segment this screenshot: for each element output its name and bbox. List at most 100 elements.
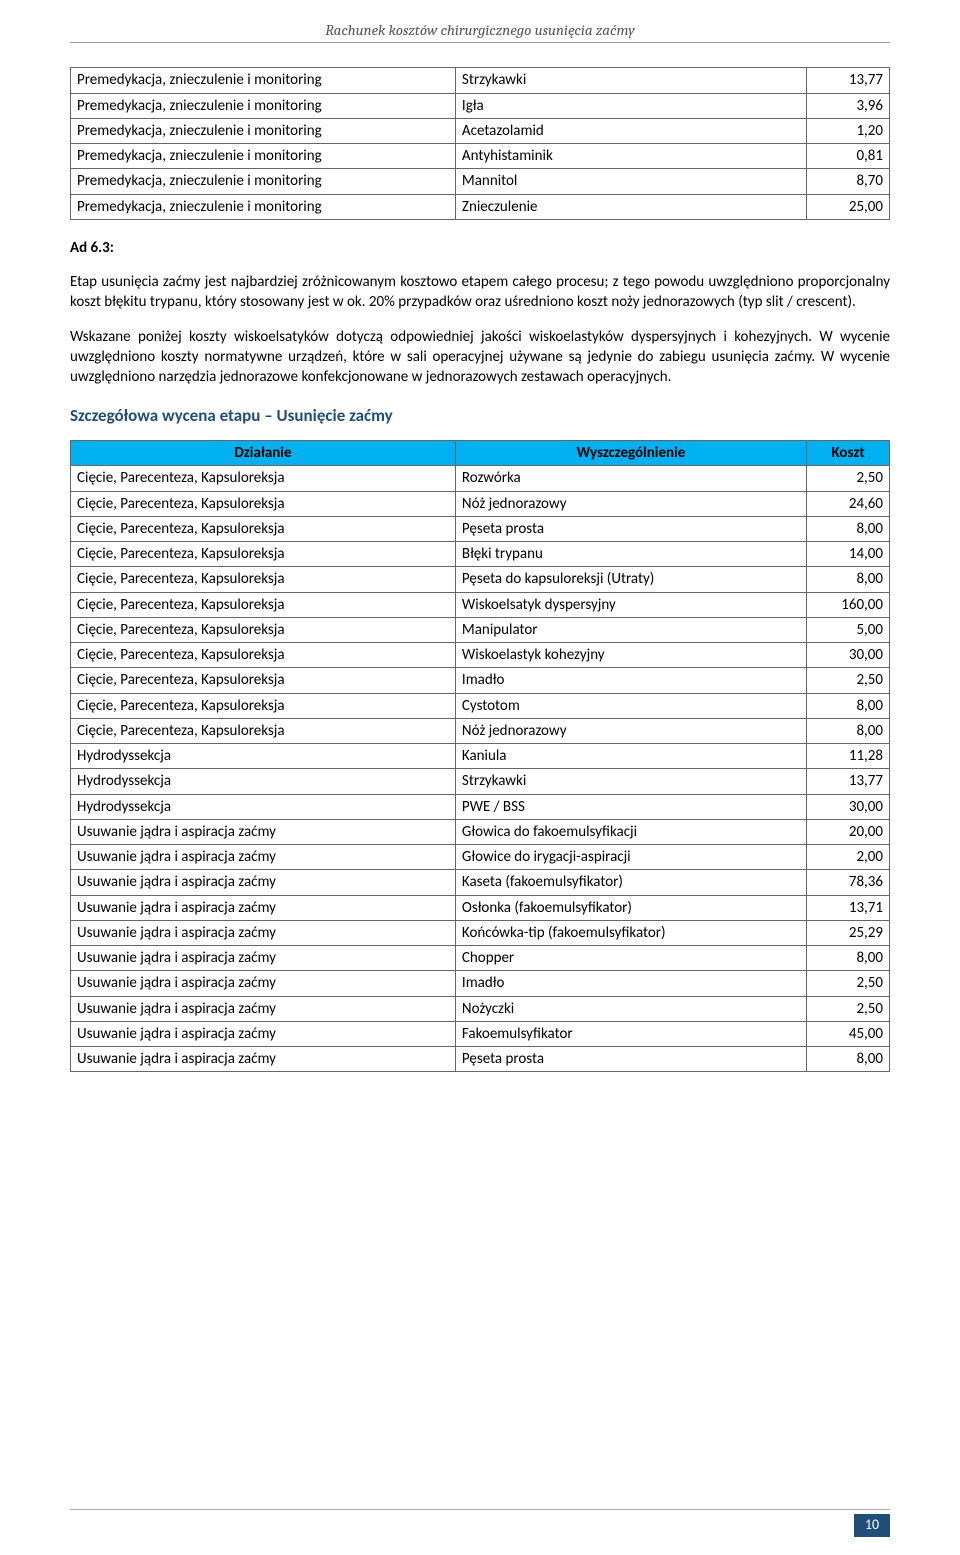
table-row: Usuwanie jądra i aspiracja zaćmyKaseta (… bbox=[71, 870, 890, 895]
table-row: HydrodyssekcjaStrzykawki13,77 bbox=[71, 769, 890, 794]
table-cell: 30,00 bbox=[807, 643, 890, 668]
table-cell: 2,50 bbox=[807, 971, 890, 996]
table-cell: 13,77 bbox=[807, 769, 890, 794]
table-row: Cięcie, Parecenteza, KapsuloreksjaCystot… bbox=[71, 693, 890, 718]
table-cell: Cięcie, Parecenteza, Kapsuloreksja bbox=[71, 693, 456, 718]
table-cell: Antyhistaminik bbox=[455, 144, 806, 169]
table-row: HydrodyssekcjaKaniula11,28 bbox=[71, 744, 890, 769]
table-row: Cięcie, Parecenteza, KapsuloreksjaImadło… bbox=[71, 668, 890, 693]
table-cell: Osłonka (fakoemulsyfikator) bbox=[455, 895, 806, 920]
table-cell: 2,50 bbox=[807, 996, 890, 1021]
table-row: Cięcie, Parecenteza, KapsuloreksjaPęseta… bbox=[71, 567, 890, 592]
table-cell: Rozwórka bbox=[455, 466, 806, 491]
table-row: Cięcie, Parecenteza, KapsuloreksjaManipu… bbox=[71, 617, 890, 642]
table-row: Cięcie, Parecenteza, KapsuloreksjaWiskoe… bbox=[71, 592, 890, 617]
table-cell: 8,00 bbox=[807, 946, 890, 971]
table-cell: 8,70 bbox=[807, 169, 890, 194]
table-row: Usuwanie jądra i aspiracja zaćmyImadło2,… bbox=[71, 971, 890, 996]
table-cell: Usuwanie jądra i aspiracja zaćmy bbox=[71, 1047, 456, 1072]
table-row: Cięcie, Parecenteza, KapsuloreksjaNóż je… bbox=[71, 491, 890, 516]
table-cell: Kaseta (fakoemulsyfikator) bbox=[455, 870, 806, 895]
table-row: Cięcie, Parecenteza, KapsuloreksjaNóż je… bbox=[71, 718, 890, 743]
table-cell: 2,50 bbox=[807, 668, 890, 693]
table-cell: Strzykawki bbox=[455, 769, 806, 794]
table-cell: Usuwanie jądra i aspiracja zaćmy bbox=[71, 920, 456, 945]
table-cell: Premedykacja, znieczulenie i monitoring bbox=[71, 169, 456, 194]
table-row: Premedykacja, znieczulenie i monitoringM… bbox=[71, 169, 890, 194]
table-row: HydrodyssekcjaPWE / BSS30,00 bbox=[71, 794, 890, 819]
table-row: Usuwanie jądra i aspiracja zaćmyOsłonka … bbox=[71, 895, 890, 920]
table-cell: Chopper bbox=[455, 946, 806, 971]
table-cell: Nóż jednorazowy bbox=[455, 718, 806, 743]
table-row: Cięcie, Parecenteza, KapsuloreksjaPęseta… bbox=[71, 516, 890, 541]
table-cell: Acetazolamid bbox=[455, 118, 806, 143]
table-row: Premedykacja, znieczulenie i monitoringA… bbox=[71, 118, 890, 143]
table-cell: Usuwanie jądra i aspiracja zaćmy bbox=[71, 895, 456, 920]
table-row: Usuwanie jądra i aspiracja zaćmyKońcówka… bbox=[71, 920, 890, 945]
table-cell: Mannitol bbox=[455, 169, 806, 194]
table-cell: 78,36 bbox=[807, 870, 890, 895]
table-cell: Igła bbox=[455, 93, 806, 118]
table-cell: 0,81 bbox=[807, 144, 890, 169]
table-cell: 25,29 bbox=[807, 920, 890, 945]
table-cell: 8,00 bbox=[807, 567, 890, 592]
table-cell: 160,00 bbox=[807, 592, 890, 617]
table-cell: 20,00 bbox=[807, 819, 890, 844]
table-row: Cięcie, Parecenteza, KapsuloreksjaRozwór… bbox=[71, 466, 890, 491]
table-cell: Końcówka-tip (fakoemulsyfikator) bbox=[455, 920, 806, 945]
table-cell: 2,00 bbox=[807, 845, 890, 870]
table-cell: 3,96 bbox=[807, 93, 890, 118]
table-cell: Cięcie, Parecenteza, Kapsuloreksja bbox=[71, 466, 456, 491]
table-row: Premedykacja, znieczulenie i monitoringS… bbox=[71, 68, 890, 93]
table-cell: 8,00 bbox=[807, 516, 890, 541]
table-cell: 24,60 bbox=[807, 491, 890, 516]
table-cell: Cięcie, Parecenteza, Kapsuloreksja bbox=[71, 668, 456, 693]
table2-header-1: Działanie bbox=[71, 441, 456, 466]
ad-63-label: Ad 6.3: bbox=[70, 238, 890, 258]
table-cell: Cięcie, Parecenteza, Kapsuloreksja bbox=[71, 567, 456, 592]
table-cell: Hydrodyssekcja bbox=[71, 769, 456, 794]
table-row: Usuwanie jądra i aspiracja zaćmyPęseta p… bbox=[71, 1047, 890, 1072]
ad-63-paragraph-1: Etap usunięcia zaćmy jest najbardziej zr… bbox=[70, 272, 890, 313]
table-cell: Usuwanie jądra i aspiracja zaćmy bbox=[71, 1021, 456, 1046]
table-row: Cięcie, Parecenteza, KapsuloreksjaWiskoe… bbox=[71, 643, 890, 668]
table-cell: Imadło bbox=[455, 668, 806, 693]
table-cell: Nóż jednorazowy bbox=[455, 491, 806, 516]
table-cell: Cięcie, Parecenteza, Kapsuloreksja bbox=[71, 516, 456, 541]
table-row: Premedykacja, znieczulenie i monitoringI… bbox=[71, 93, 890, 118]
table-row: Premedykacja, znieczulenie i monitoringZ… bbox=[71, 194, 890, 219]
cost-table-2: Działanie Wyszczególnienie Koszt Cięcie,… bbox=[70, 440, 890, 1072]
table-cell: 13,71 bbox=[807, 895, 890, 920]
table-cell: Premedykacja, znieczulenie i monitoring bbox=[71, 144, 456, 169]
table-row: Cięcie, Parecenteza, KapsuloreksjaBłęki … bbox=[71, 542, 890, 567]
table2-header-2: Wyszczególnienie bbox=[455, 441, 806, 466]
table-cell: Cięcie, Parecenteza, Kapsuloreksja bbox=[71, 617, 456, 642]
table-cell: Cystotom bbox=[455, 693, 806, 718]
ad-63-paragraph-2: Wskazane poniżej koszty wiskoelsatyków d… bbox=[70, 327, 890, 388]
table-cell: 8,00 bbox=[807, 1047, 890, 1072]
table-cell: Hydrodyssekcja bbox=[71, 794, 456, 819]
table-cell: Imadło bbox=[455, 971, 806, 996]
table-cell: Wiskoelsatyk dyspersyjny bbox=[455, 592, 806, 617]
table-cell: Wiskoelastyk kohezyjny bbox=[455, 643, 806, 668]
table-cell: Premedykacja, znieczulenie i monitoring bbox=[71, 93, 456, 118]
table-cell: Usuwanie jądra i aspiracja zaćmy bbox=[71, 819, 456, 844]
table-row: Usuwanie jądra i aspiracja zaćmyGłowice … bbox=[71, 845, 890, 870]
section-heading: Szczegółowa wycena etapu – Usunięcie zać… bbox=[70, 405, 890, 428]
table-cell: Cięcie, Parecenteza, Kapsuloreksja bbox=[71, 718, 456, 743]
table-cell: Głowice do irygacji-aspiracji bbox=[455, 845, 806, 870]
table-cell: Usuwanie jądra i aspiracja zaćmy bbox=[71, 996, 456, 1021]
page-footer: 10 bbox=[70, 1509, 890, 1537]
table-cell: Fakoemulsyfikator bbox=[455, 1021, 806, 1046]
table-row: Usuwanie jądra i aspiracja zaćmyGłowica … bbox=[71, 819, 890, 844]
table-cell: Strzykawki bbox=[455, 68, 806, 93]
table-cell: 45,00 bbox=[807, 1021, 890, 1046]
table-cell: Cięcie, Parecenteza, Kapsuloreksja bbox=[71, 491, 456, 516]
table-cell: Cięcie, Parecenteza, Kapsuloreksja bbox=[71, 643, 456, 668]
table-cell: Manipulator bbox=[455, 617, 806, 642]
table-cell: 13,77 bbox=[807, 68, 890, 93]
table-cell: Pęseta prosta bbox=[455, 516, 806, 541]
table-cell: Usuwanie jądra i aspiracja zaćmy bbox=[71, 845, 456, 870]
table-cell: Znieczulenie bbox=[455, 194, 806, 219]
table-cell: Premedykacja, znieczulenie i monitoring bbox=[71, 118, 456, 143]
